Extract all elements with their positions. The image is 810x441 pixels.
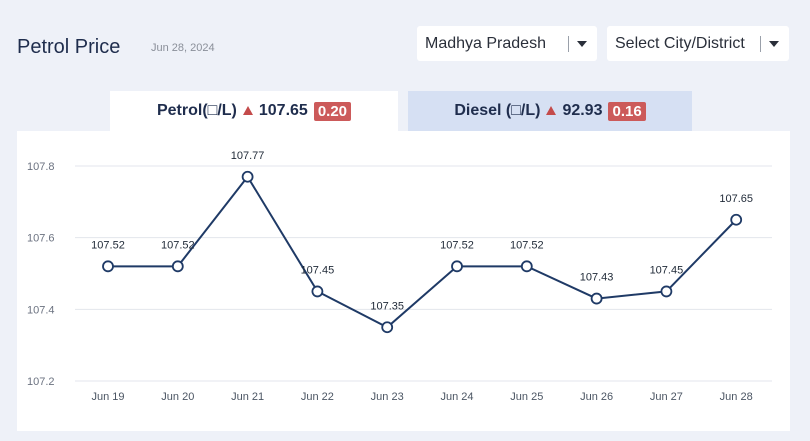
- tab-diesel[interactable]: Diesel (□/L) 92.93 0.16: [408, 91, 692, 131]
- data-point: [660, 285, 673, 298]
- data-point: [171, 260, 184, 273]
- city-select-value: Select City/District: [615, 34, 745, 52]
- y-tick-label: 107.8: [27, 161, 55, 173]
- x-tick-label: Jun 24: [440, 391, 473, 403]
- data-label: 107.65: [719, 193, 753, 205]
- chevron-down-icon[interactable]: [577, 40, 587, 47]
- data-point: [730, 213, 743, 226]
- data-label: 107.43: [580, 272, 614, 284]
- tab-diesel-price: 92.93: [562, 102, 603, 119]
- data-label: 107.45: [650, 264, 684, 276]
- data-point: [590, 292, 603, 305]
- tab-petrol[interactable]: Petrol(□/L) 107.65 0.20: [110, 91, 398, 131]
- data-point: [311, 285, 324, 298]
- x-tick-label: Jun 22: [301, 391, 334, 403]
- tab-petrol-label: Petrol(□/L): [156, 102, 237, 119]
- data-point: [451, 260, 463, 273]
- x-tick-label: Jun 20: [161, 391, 194, 403]
- tab-diesel-change-badge: 0.16: [608, 101, 646, 121]
- data-label: 107.52: [161, 239, 195, 251]
- price-line-chart: 107.2 107.4 107.6 107.8 Jun 19 Jun 20 Jun 21 Ju…: [27, 150, 772, 403]
- x-tick-label: Jun 21: [231, 391, 264, 403]
- up-arrow-icon: [546, 105, 557, 115]
- chart-panel: 107.2 107.4 107.6 107.8 Jun 19 Jun 20 Jun 21 Ju…: [17, 131, 790, 431]
- tab-diesel-label: Diesel (□/L): [454, 102, 541, 119]
- up-arrow-icon: [242, 105, 253, 115]
- y-tick-label: 107.6: [27, 233, 55, 245]
- x-tick-label: Jun 28: [720, 391, 753, 403]
- data-point: [102, 260, 114, 273]
- price-date: Jun 28, 2024: [151, 42, 215, 54]
- select-separator: [568, 35, 569, 52]
- tab-petrol-change-badge: 0.20: [313, 101, 352, 121]
- city-select[interactable]: Select City/District: [607, 26, 789, 61]
- state-select-value: Madhya Pradesh: [425, 34, 546, 52]
- x-tick-label: Jun 19: [91, 391, 124, 403]
- y-tick-label: 107.2: [27, 376, 55, 388]
- data-point: [520, 260, 533, 273]
- data-label: 107.52: [440, 239, 474, 251]
- y-tick-label: 107.4: [27, 304, 55, 316]
- tab-petrol-price: 107.65: [258, 102, 308, 119]
- chevron-down-icon[interactable]: [769, 40, 779, 47]
- page-title: Petrol Price: [17, 36, 121, 58]
- x-tick-label: Jun 25: [510, 391, 543, 403]
- x-tick-label: Jun 27: [650, 391, 683, 403]
- select-separator: [760, 35, 761, 52]
- data-label: 107.77: [231, 150, 265, 162]
- data-label: 107.35: [370, 300, 404, 312]
- data-label: 107.52: [510, 239, 544, 251]
- x-tick-label: Jun 26: [580, 391, 613, 403]
- series-line: [108, 174, 737, 329]
- data-label: 107.52: [91, 239, 125, 251]
- x-tick-label: Jun 23: [371, 391, 404, 403]
- data-point: [381, 321, 394, 334]
- data-point: [241, 170, 254, 183]
- state-select[interactable]: Madhya Pradesh: [417, 26, 597, 61]
- data-label: 107.45: [301, 264, 335, 276]
